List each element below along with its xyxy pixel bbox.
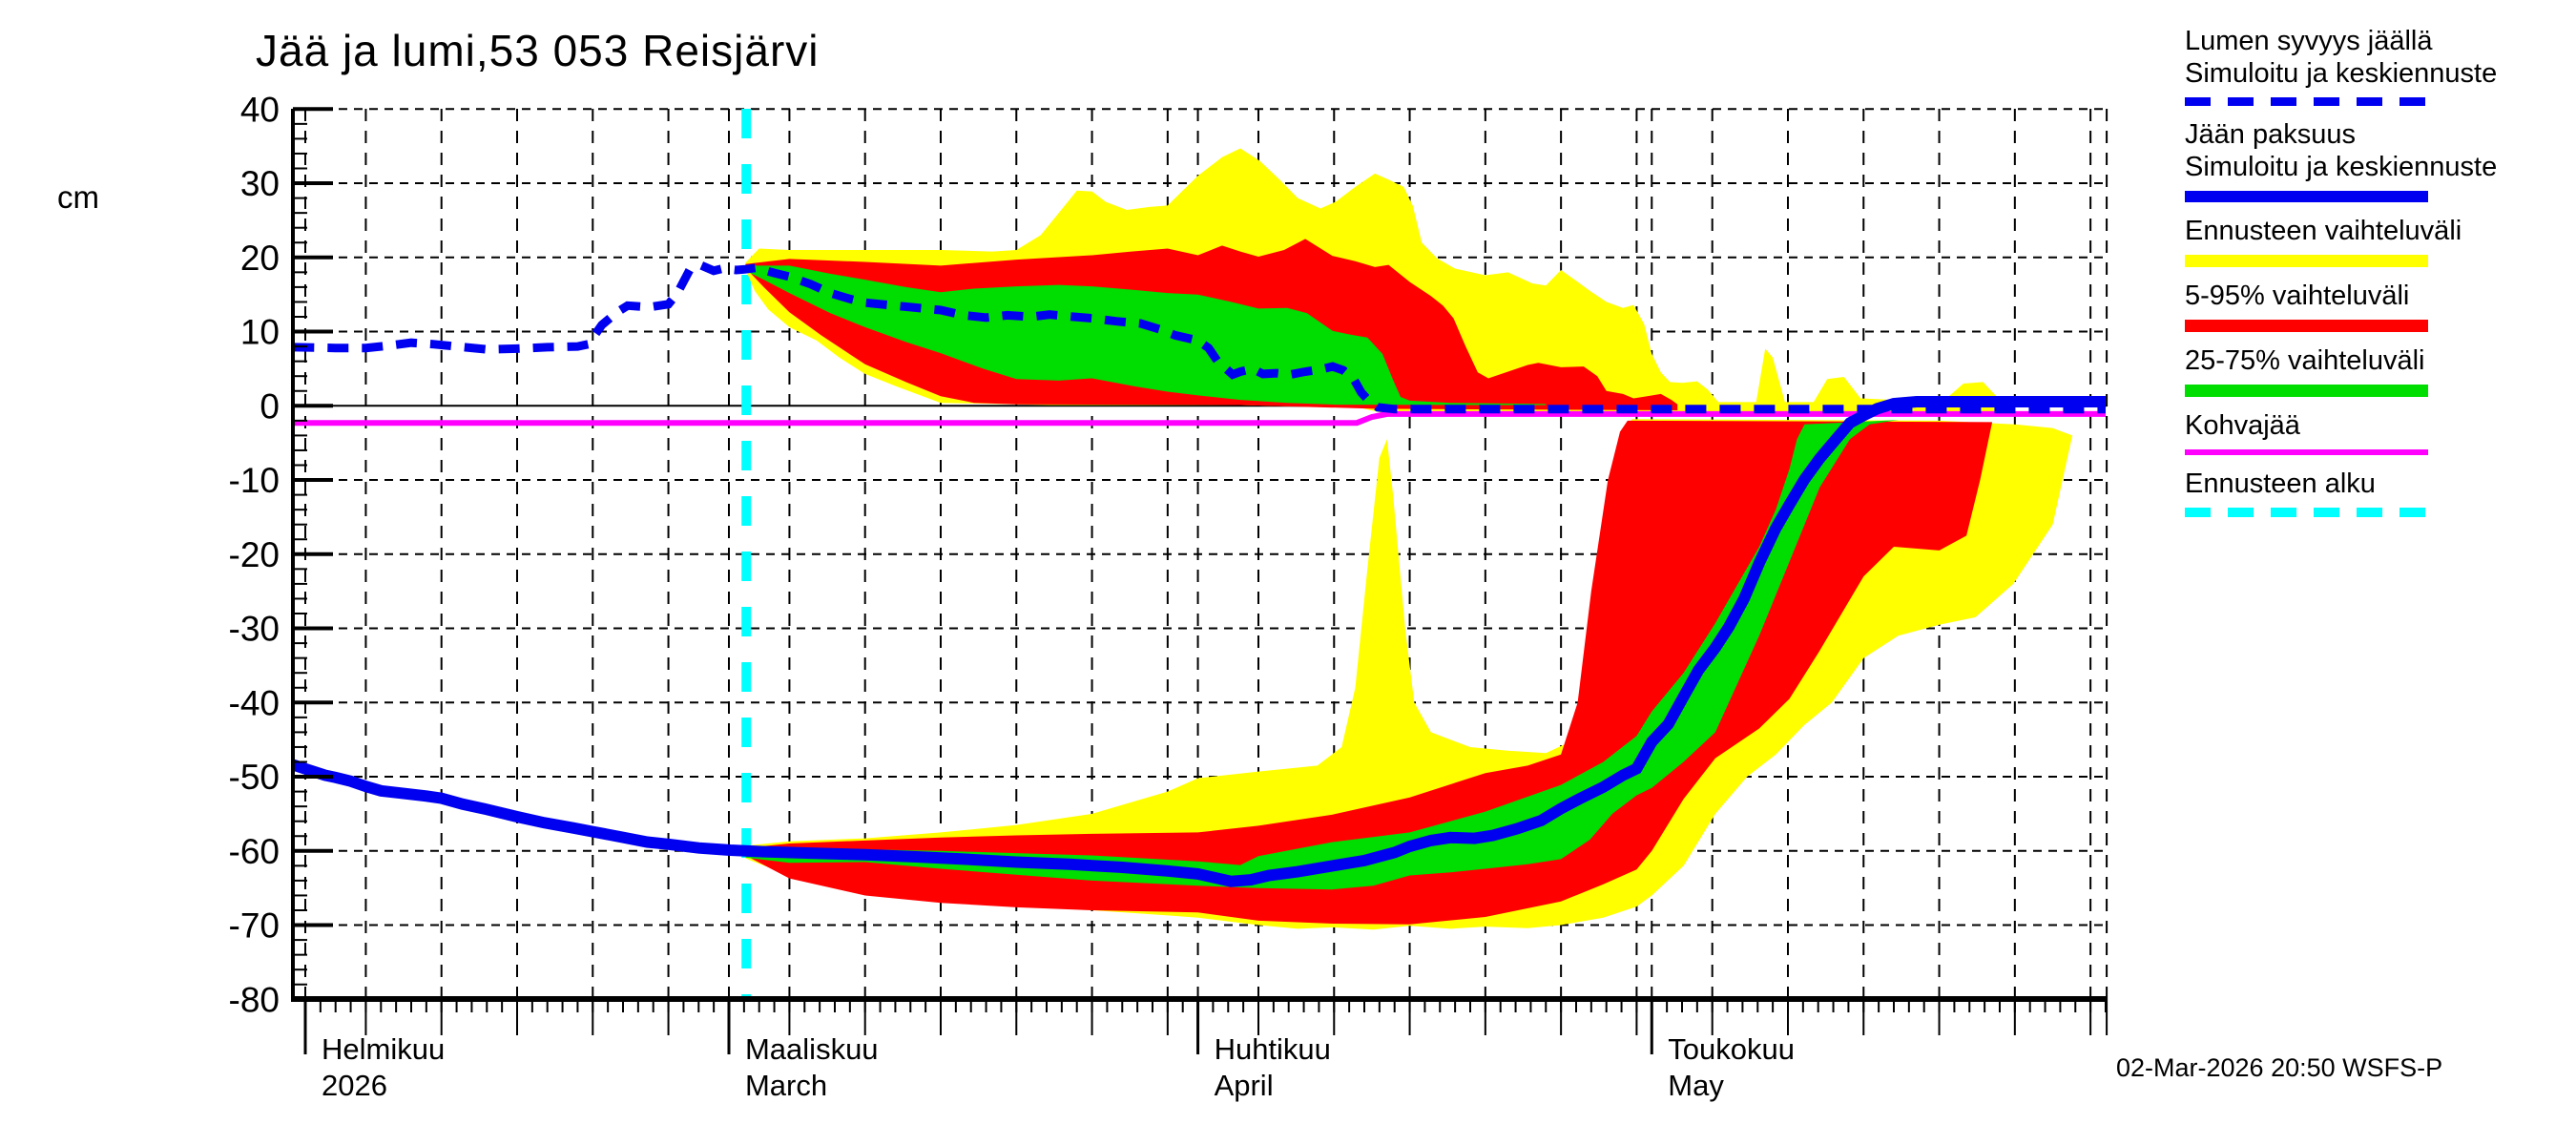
x-month-label-fi: Huhtikuu	[1215, 1032, 1331, 1066]
legend-item-label: 25-75% vaihteluväli	[2185, 345, 2425, 376]
legend-item-label: Lumen syvyys jäällä	[2185, 26, 2433, 56]
legend: Lumen syvyys jäällä Simuloitu ja keskienn…	[2185, 25, 2557, 530]
x-month-label-en: April	[1215, 1069, 1274, 1102]
y-tick-label: -10	[229, 461, 280, 500]
legend-item-0: Lumen syvyys jäällä Simuloitu ja keskienn…	[2185, 25, 2557, 106]
legend-item-5: Kohvajää	[2185, 409, 2557, 455]
x-month-label-fi: Toukokuu	[1668, 1032, 1795, 1066]
chart-title: Jää ja lumi,53 053 Reisjärvi	[256, 26, 820, 75]
y-tick-label: -20	[229, 535, 280, 574]
legend-line-sample	[2185, 385, 2428, 397]
legend-item-4: 25-75% vaihteluväli	[2185, 344, 2557, 397]
y-axis-unit: cm	[57, 179, 99, 215]
legend-item-3: 5-95% vaihteluväli	[2185, 280, 2557, 332]
x-month-label-fi: Maaliskuu	[745, 1032, 879, 1066]
legend-line-sample	[2185, 320, 2428, 332]
y-tick-label: -70	[229, 906, 280, 946]
y-tick-label: 20	[240, 239, 280, 278]
y-tick-label: -50	[229, 758, 280, 797]
legend-item-label: 5-95% vaihteluväli	[2185, 281, 2410, 311]
y-tick-label: 30	[240, 164, 280, 203]
legend-item-label: Kohvajää	[2185, 410, 2300, 441]
timestamp: 02-Mar-2026 20:50 WSFS-P	[2116, 1053, 2443, 1082]
y-tick-label: 0	[260, 386, 280, 426]
y-tick-label: 40	[240, 90, 280, 129]
x-month-label-fi: Helmikuu	[322, 1032, 445, 1066]
legend-item-label: Jään paksuus	[2185, 119, 2356, 150]
series-snow-depth-median	[293, 260, 2106, 414]
band-ice-25-75-green	[745, 420, 1899, 890]
y-tick-label: -80	[229, 980, 280, 1019]
y-tick-label: -60	[229, 832, 280, 871]
legend-line-sample	[2185, 191, 2428, 202]
series-ice-thickness-median	[291, 396, 2106, 887]
legend-item-6: Ennusteen alku	[2185, 468, 2557, 517]
band-ice-5-95-red	[745, 420, 1993, 925]
x-month-label-en: 2026	[322, 1069, 387, 1102]
legend-item-label: Ennusteen vaihteluväli	[2185, 216, 2462, 246]
x-month-label-en: March	[745, 1069, 827, 1102]
legend-line-sample	[2185, 449, 2428, 455]
y-tick-label: -30	[229, 610, 280, 649]
legend-item-label: Ennusteen alku	[2185, 468, 2376, 499]
legend-line-sample	[2185, 508, 2428, 517]
legend-item-2: Ennusteen vaihteluväli	[2185, 215, 2557, 267]
series-kohvajaa	[293, 410, 2106, 427]
legend-item-1: Jään paksuus Simuloitu ja keskiennuste	[2185, 118, 2557, 202]
legend-item-label: Simuloitu ja keskiennuste	[2185, 58, 2498, 89]
y-tick-label: -40	[229, 683, 280, 722]
legend-item-label: Simuloitu ja keskiennuste	[2185, 152, 2498, 182]
legend-line-sample	[2185, 255, 2428, 267]
y-tick-label: 10	[240, 313, 280, 352]
legend-line-sample	[2185, 97, 2428, 106]
x-month-label-en: May	[1668, 1069, 1724, 1102]
